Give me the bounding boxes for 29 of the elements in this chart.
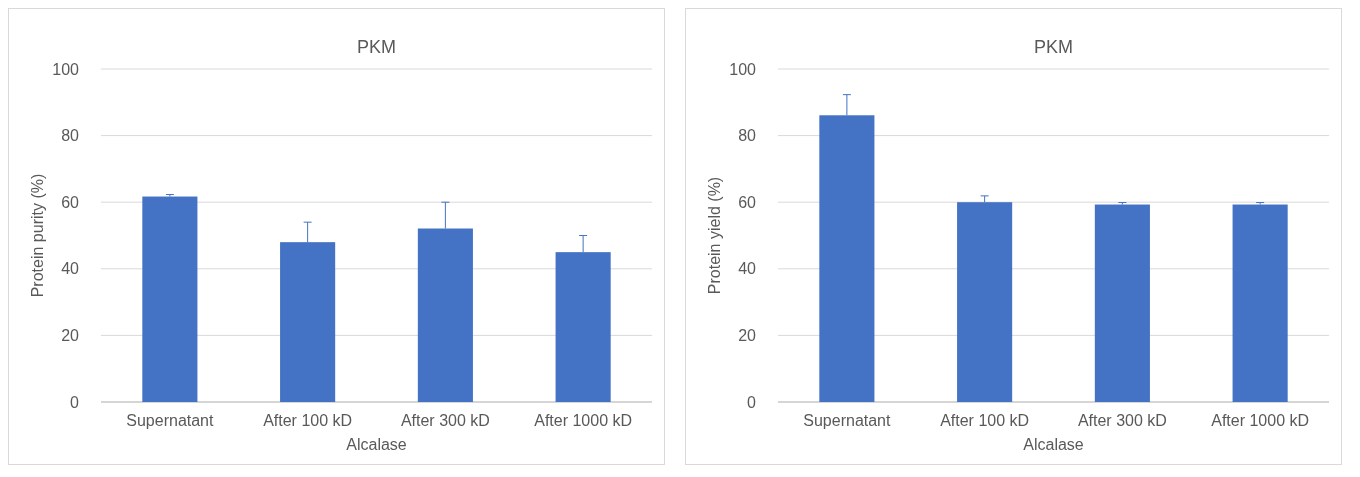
- bar: [142, 196, 198, 402]
- y-tick-label: 100: [52, 60, 80, 78]
- y-tick-label: 60: [738, 193, 757, 211]
- x-tick-label: After 300 kD: [1077, 412, 1167, 429]
- x-axis-title: Alcalase: [346, 436, 407, 453]
- y-tick-label: 40: [738, 260, 757, 278]
- x-tick-label: After 100 kD: [940, 412, 1030, 429]
- y-tick-label: 20: [738, 327, 757, 344]
- x-tick-label: After 1000 kD: [534, 412, 633, 429]
- y-tick-label: 0: [747, 393, 757, 411]
- y-tick-label: 60: [61, 193, 80, 211]
- y-tick-label: 0: [70, 393, 80, 411]
- y-axis-title: Protein purity (%): [29, 173, 46, 298]
- y-tick-label: 80: [61, 127, 80, 145]
- y-tick-label: 100: [729, 60, 757, 78]
- x-tick-label: Supernatant: [126, 412, 215, 429]
- bar: [1232, 204, 1288, 402]
- x-axis-title: Alcalase: [1023, 436, 1084, 453]
- x-tick-label: Supernatant: [803, 412, 892, 429]
- bar: [1094, 204, 1150, 402]
- chart-title: PKM: [1033, 37, 1074, 57]
- x-tick-label: After 300 kD: [400, 412, 490, 429]
- y-axis-title: Protein yield (%): [706, 176, 723, 295]
- y-tick-label: 40: [61, 260, 80, 278]
- y-tick-label: 80: [738, 127, 757, 145]
- chart-title: PKM: [356, 37, 397, 57]
- y-tick-label: 20: [61, 327, 80, 344]
- x-tick-label: After 100 kD: [263, 412, 353, 429]
- x-tick-label: After 1000 kD: [1211, 412, 1310, 429]
